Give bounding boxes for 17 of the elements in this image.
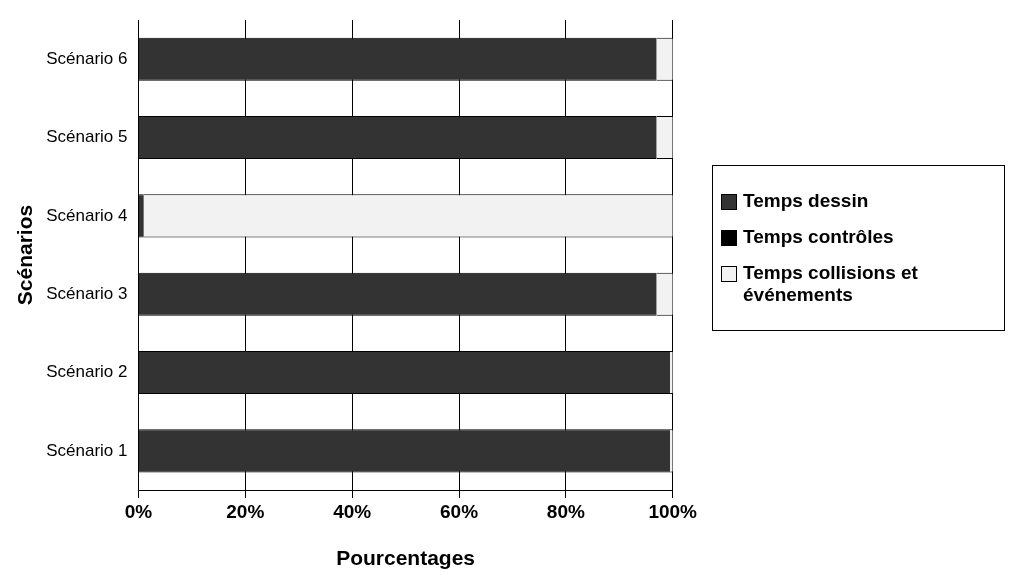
y-axis-title: Scénarios (13, 204, 37, 306)
y-tick-label: Scénario 4 (46, 205, 128, 225)
x-tick-label: 80% (546, 500, 585, 522)
y-tick-label: Scénario 2 (46, 362, 128, 382)
x-tick-label: 100% (648, 500, 698, 522)
y-tick-label: Scénario 5 (46, 127, 128, 147)
legend-label: Temps contrôles (743, 226, 894, 248)
x-tick-label: 60% (440, 500, 479, 522)
x-tick-label: 20% (226, 500, 265, 522)
x-tick-label: 40% (333, 500, 372, 522)
legend-label: Temps collisions et événements (743, 262, 919, 306)
y-tick-label: Scénario 3 (46, 283, 128, 303)
y-tick-label: Scénario 6 (46, 48, 128, 68)
legend-label: Temps dessin (743, 190, 869, 212)
y-tick-label: Scénario 1 (46, 440, 128, 460)
x-tick-label: 0% (124, 500, 153, 522)
x-axis-title: Pourcentages (336, 546, 476, 570)
